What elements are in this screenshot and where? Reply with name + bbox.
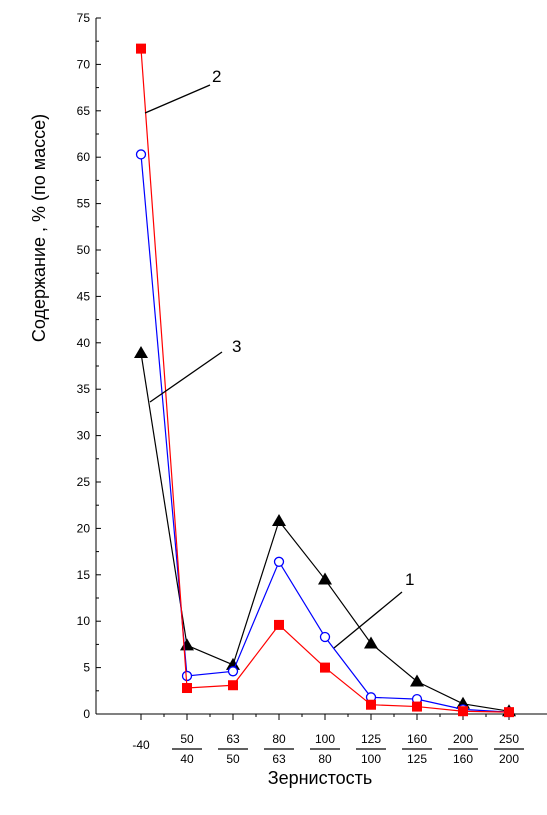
y-tick-label: 5 (83, 661, 90, 675)
annotation-leader (333, 591, 403, 649)
data-point (504, 707, 514, 718)
data-point (318, 572, 332, 585)
x-tick-label-top: 250 (499, 732, 519, 746)
y-tick-label: 15 (77, 568, 91, 582)
x-tick-label-bottom: 100 (361, 752, 381, 766)
x-tick-label: -40 (132, 738, 150, 752)
y-tick-label: 35 (77, 382, 91, 396)
y-axis-title: Содержание , % (по массе) (29, 114, 49, 342)
series-line-1 (140, 48, 510, 713)
y-tick-label: 65 (77, 104, 91, 118)
x-tick-label-top: 200 (453, 732, 473, 746)
data-point (182, 683, 192, 694)
axes: 0 5 10 15 20 25 30 35 40 45 50 55 60 65 70 75 -40 50 40 63 5… (77, 11, 547, 766)
data-point (458, 706, 468, 717)
data-point (366, 699, 376, 710)
x-tick-label-bottom: 80 (318, 752, 332, 766)
x-tick-label-bottom: 160 (453, 752, 473, 766)
x-tick-label-bottom: 200 (499, 752, 519, 766)
data-point (181, 670, 193, 682)
data-point (272, 513, 286, 526)
data-point (227, 666, 239, 677)
x-tick-label-top: 50 (180, 732, 194, 746)
data-point (273, 556, 285, 567)
x-tick-label-top: 63 (226, 732, 240, 746)
x-tick-label-bottom: 63 (272, 752, 286, 766)
data-point (180, 638, 194, 651)
x-tick-label-top: 160 (407, 732, 427, 746)
data-point (135, 149, 147, 160)
annotations: 2 3 1 (144, 67, 414, 649)
annotation-leader (149, 351, 223, 403)
y-tick-label: 10 (77, 614, 91, 628)
annotation-label: 3 (232, 337, 241, 356)
x-axis-title: Зернистость (268, 768, 373, 788)
x-tick-label-top: 80 (272, 732, 286, 746)
y-tick-label: 75 (77, 11, 91, 25)
data-point (228, 680, 238, 691)
y-tick-label: 30 (77, 429, 91, 443)
data-point (226, 657, 240, 670)
series-line-3 (140, 352, 510, 712)
data-point (136, 43, 146, 54)
data-point (134, 346, 148, 359)
data-point (410, 674, 424, 687)
x-tick-label-bottom: 50 (226, 752, 240, 766)
y-tick-label: 55 (77, 197, 91, 211)
y-tick-label: 60 (77, 150, 91, 164)
data-point (412, 701, 422, 712)
data-point (320, 662, 330, 673)
x-tick-label-top: 125 (361, 732, 381, 746)
y-tick-label: 50 (77, 243, 91, 257)
x-tick-label-top: 100 (315, 732, 335, 746)
data-point (319, 631, 331, 643)
y-tick-label: 20 (77, 521, 91, 535)
annotation-label: 1 (405, 570, 414, 589)
y-tick-label: 40 (77, 336, 91, 350)
annotation-label: 2 (212, 67, 221, 86)
data-point (364, 636, 378, 649)
annotation-leader (144, 84, 211, 114)
data-point (274, 619, 284, 630)
series-layer (134, 43, 516, 718)
y-tick-label: 45 (77, 289, 91, 303)
series-line-2 (140, 154, 510, 713)
y-tick-label: 70 (77, 57, 91, 71)
x-tick-label-bottom: 40 (180, 752, 194, 766)
y-tick-label: 0 (83, 707, 90, 721)
y-tick-label: 25 (77, 475, 91, 489)
x-tick-label-bottom: 125 (407, 752, 427, 766)
